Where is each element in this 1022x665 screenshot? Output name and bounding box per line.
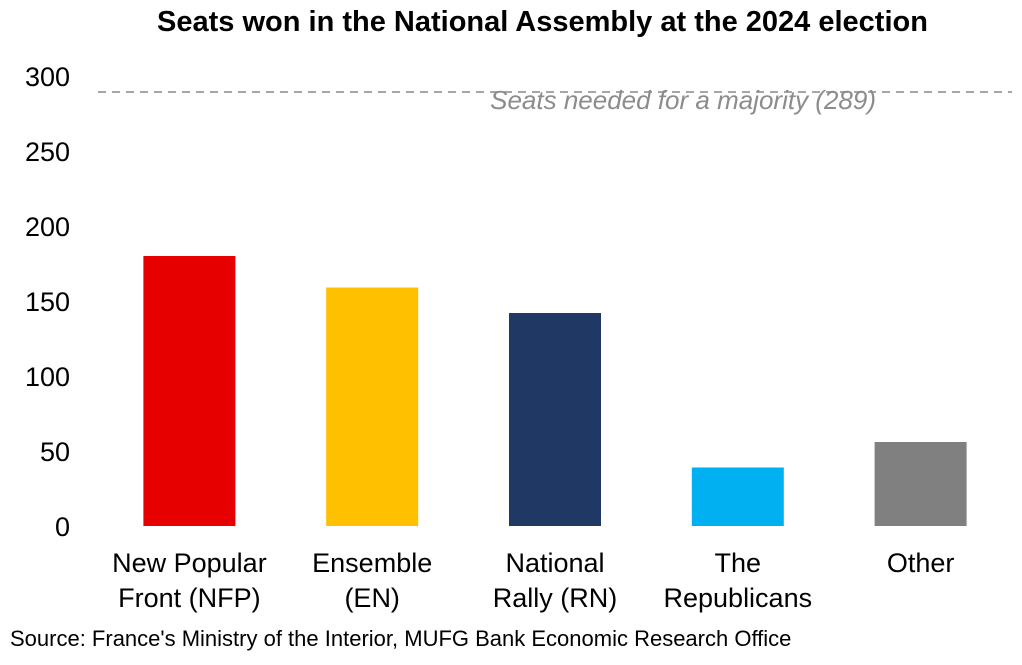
majority-label: Seats needed for a majority (289) (490, 85, 876, 115)
x-tick-label: Rally (RN) (493, 583, 618, 613)
x-tick-label: The (715, 548, 762, 578)
bar (691, 467, 784, 526)
bar (143, 256, 236, 526)
y-axis: 0 50 100 150 200 250 300 (25, 62, 70, 542)
y-tick-label: 0 (55, 512, 70, 542)
x-tick-label: National (505, 548, 604, 578)
y-tick-label: 150 (25, 287, 70, 317)
y-tick-label: 300 (25, 62, 70, 92)
y-tick-label: 250 (25, 137, 70, 167)
bar (874, 442, 967, 526)
y-tick-label: 50 (40, 437, 70, 467)
chart-title: Seats won in the National Assembly at th… (157, 6, 928, 38)
x-axis: New Popular Front (NFP) Ensemble (EN) Nation… (112, 548, 954, 613)
bar (326, 287, 419, 526)
x-tick-label: Republicans (664, 583, 813, 613)
bar (509, 313, 601, 526)
x-tick-label: Other (887, 548, 955, 578)
majority-reference: Seats needed for a majority (289) (98, 85, 1012, 115)
x-tick-label: New Popular (112, 548, 267, 578)
bars (143, 256, 967, 526)
x-tick-label: (EN) (344, 583, 400, 613)
x-tick-label: Ensemble (312, 548, 432, 578)
x-tick-label: Front (NFP) (118, 583, 261, 613)
y-tick-label: 200 (25, 212, 70, 242)
y-tick-label: 100 (25, 362, 70, 392)
source-note: Source: France's Ministry of the Interio… (10, 626, 792, 651)
